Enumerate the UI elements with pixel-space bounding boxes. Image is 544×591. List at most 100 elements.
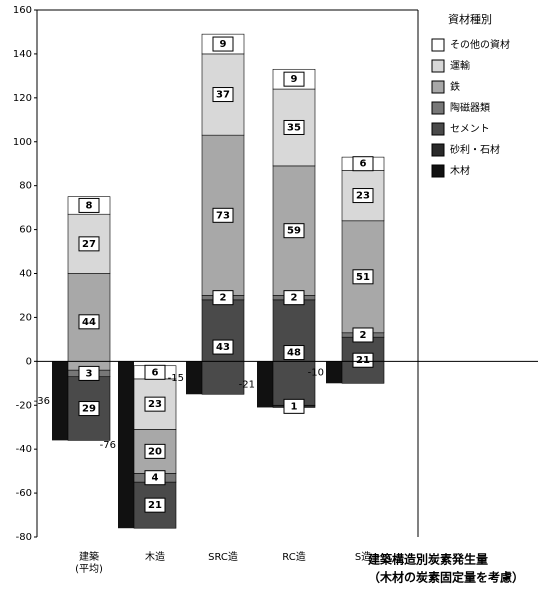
value-label: 1 [291,401,298,412]
label-box [144,497,166,513]
value-label: 27 [82,239,96,250]
label-box [212,290,234,306]
label-box [352,156,374,172]
label-box [78,197,100,213]
value-label: -36 [34,396,50,407]
y-tick-label: 20 [19,312,32,323]
label-box [78,236,100,252]
value-label: 37 [216,90,230,101]
y-tick-label: -40 [16,444,32,455]
value-label: 48 [287,348,301,359]
label-box [212,207,234,223]
legend-swatch [431,122,445,136]
label-box [283,398,305,414]
label-box [78,314,100,330]
value-label: -21 [239,379,255,390]
label-box [144,364,166,380]
y-tick-label: 60 [19,225,32,236]
legend-swatch [431,143,445,157]
y-tick-label: 160 [13,5,32,16]
label-box [212,36,234,52]
label-box [283,290,305,306]
y-tick-label: -60 [16,488,32,499]
label-box [144,396,166,412]
label-box [352,327,374,343]
value-label: 23 [356,191,370,202]
y-tick-label: 100 [13,137,32,148]
value-label: 2 [291,293,298,304]
legend-swatch [431,101,445,115]
x-tick-label: 木造 [145,552,165,563]
value-label: 29 [82,404,96,415]
label-box [352,352,374,368]
label-box [212,87,234,103]
label-box [78,365,100,381]
value-label: 8 [86,200,93,211]
bar-segment [133,378,177,430]
y-tick-label: 120 [13,93,32,104]
value-label: 21 [148,500,162,511]
legend-label: 鉄 [450,80,460,93]
value-label: 6 [360,159,367,170]
value-label: 4 [152,473,159,484]
value-label: 9 [220,39,227,50]
x-tick-label: 建築 (平均) [75,552,103,575]
value-label: 35 [287,122,301,133]
label-box [78,401,100,417]
value-label: 20 [148,446,162,457]
value-label: 2 [360,330,367,341]
y-tick-label: 140 [13,49,32,60]
value-label: 3 [86,368,93,379]
label-box [283,71,305,87]
value-label: 51 [356,272,370,283]
label-box [352,269,374,285]
chart-subtitle: （木材の炭素固定量を考慮） [368,570,524,585]
label-box [283,119,305,135]
value-label: -15 [168,373,184,384]
y-tick-label: 0 [26,356,32,367]
legend-label: 運輸 [450,59,470,72]
y-tick-label: -80 [16,532,32,543]
legend-swatch [431,59,445,73]
value-label: 21 [356,355,370,366]
value-label: 59 [287,226,301,237]
wood-bar [52,361,68,441]
value-label: 23 [148,399,162,410]
label-box [283,345,305,361]
value-label: -10 [308,367,324,378]
y-tick-label: -20 [16,400,32,411]
legend-label: 陶磁器類 [450,101,490,114]
legend-title: 資材種別 [448,12,492,26]
value-label: 43 [216,342,230,353]
value-label: 2 [220,293,227,304]
value-label: 44 [82,317,96,328]
value-label: 6 [152,367,159,378]
legend-swatch [431,38,445,52]
label-box [352,188,374,204]
x-tick-label: S造 [354,552,372,563]
x-tick-label: RC造 [282,552,306,563]
wood-bar [326,361,342,384]
value-label: 9 [291,74,298,85]
legend-swatch [431,80,445,94]
label-box [144,443,166,459]
wood-bar [186,361,202,395]
wood-bar [257,361,273,408]
legend-label: その他の資材 [450,38,510,51]
label-box [144,470,166,486]
chart-title: 建築構造別炭素発生量 [367,552,488,567]
y-tick-label: 40 [19,269,32,280]
legend-label: セメント [450,123,490,135]
wood-bar [118,361,134,529]
legend-label: 砂利・石材 [450,143,500,156]
value-label: 73 [216,210,230,221]
y-tick-label: 80 [19,181,32,192]
legend-label: 木材 [450,164,470,177]
value-label: -76 [100,440,116,451]
label-box [212,339,234,355]
legend-swatch [431,164,445,178]
x-tick-label: SRC造 [208,552,238,563]
label-box [283,223,305,239]
